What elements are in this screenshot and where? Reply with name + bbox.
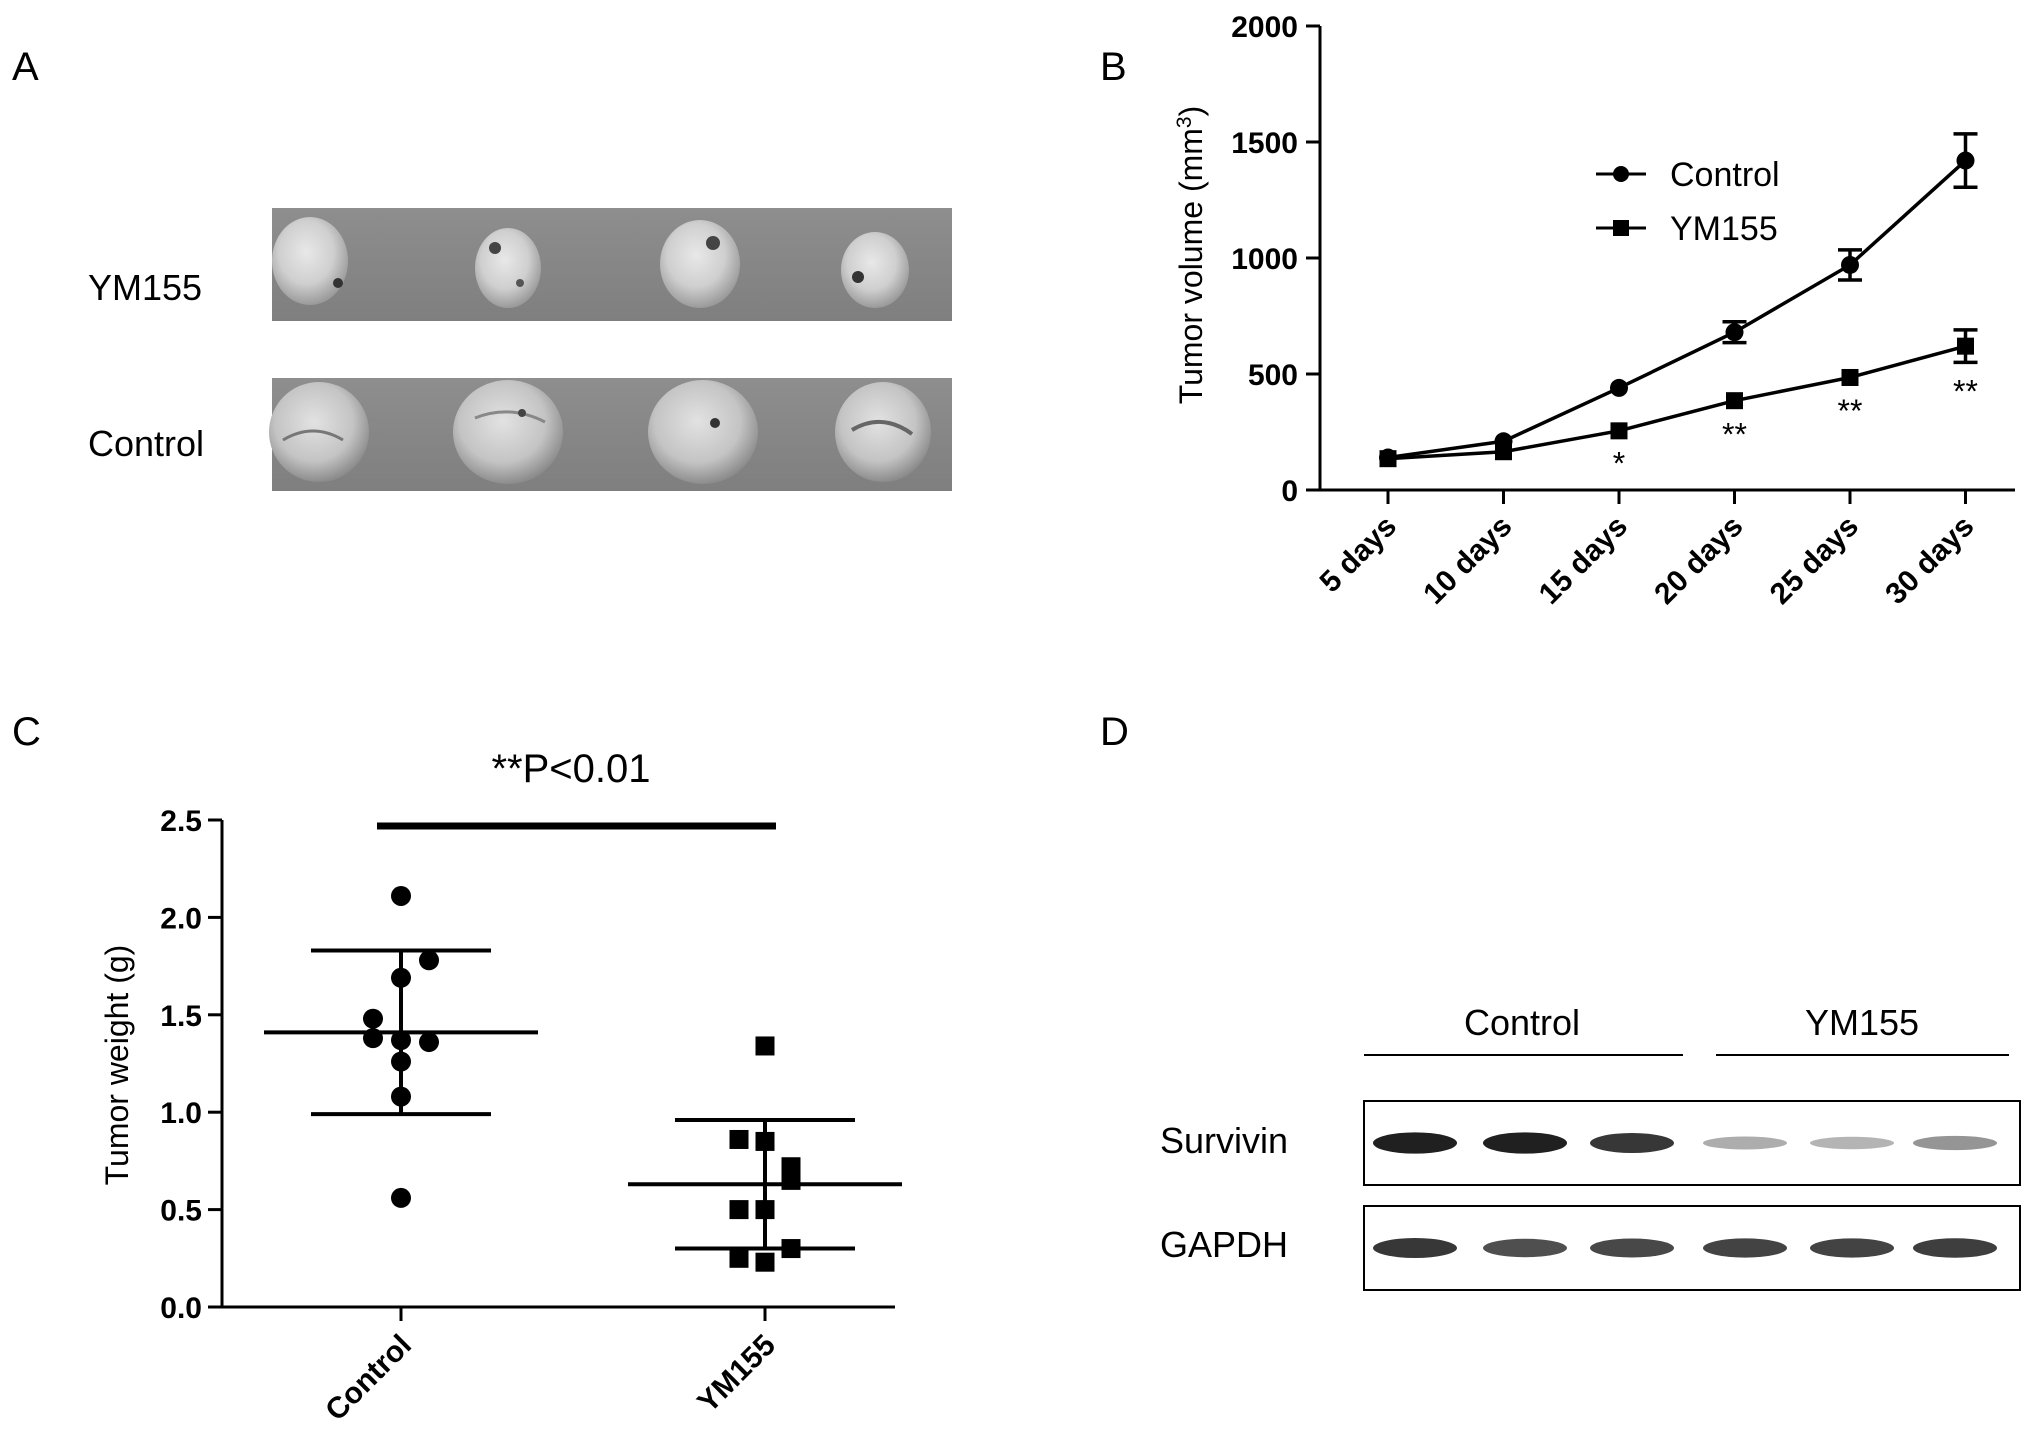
- blot-panel-survivin: [1363, 1100, 2021, 1186]
- blot-group-label-ym155: YM155: [1805, 1002, 1919, 1043]
- significance-mark: **: [1722, 416, 1747, 452]
- x-tick-label: 25 days: [1764, 510, 1865, 611]
- x-tick-label: 10 days: [1417, 510, 1518, 611]
- data-point-ym155: [729, 1200, 749, 1220]
- data-point-ym155: [1957, 337, 1974, 355]
- blot-row-label-survivin: Survivin: [1160, 1120, 1288, 1161]
- row-label-ym155: YM155: [88, 267, 202, 308]
- significance-mark: **: [1953, 373, 1978, 409]
- data-point-control: [419, 1032, 439, 1053]
- y-tick-label: 1.5: [160, 1000, 202, 1033]
- blot-band-gapdh: [1373, 1238, 1457, 1258]
- data-point-control: [391, 1187, 411, 1208]
- panel-d: Control YM155 Survivin GAPDH: [1160, 1002, 2021, 1291]
- y-tick-label: 1500: [1231, 127, 1298, 160]
- blot-panel-gapdh: [1363, 1205, 2021, 1291]
- data-point-control: [363, 1008, 383, 1029]
- data-point-ym155: [729, 1248, 749, 1268]
- tumor-image: [835, 382, 931, 482]
- significance-mark: **: [1838, 393, 1863, 429]
- tumor-image: [660, 220, 740, 308]
- x-tick-label: 5 days: [1314, 510, 1403, 599]
- blot-band-survivin: [1810, 1136, 1894, 1150]
- blot-band-gapdh: [1810, 1238, 1894, 1258]
- legend-marker-control: [1613, 166, 1629, 182]
- panel-b: 0 500 1000 1500 2000 5 days 10 days 15 days 20 …: [1173, 11, 2015, 611]
- data-point-control: [419, 950, 439, 971]
- tumor-image: [648, 380, 758, 484]
- blot-band-gapdh: [1590, 1238, 1674, 1258]
- x-tick-label: 20 days: [1648, 510, 1749, 611]
- y-tick-label: 2.5: [160, 805, 202, 838]
- series-line-ym155: [1387, 344, 1966, 461]
- photo-strip-ym155: [272, 208, 952, 321]
- blot-band-gapdh: [1913, 1238, 1997, 1258]
- legend-label-control: Control: [1670, 156, 1780, 194]
- y-tick-label: 0.0: [160, 1292, 202, 1325]
- y-tick-label: 1000: [1231, 243, 1298, 276]
- tumor-image: [272, 217, 348, 305]
- blot-band-survivin: [1913, 1135, 1997, 1151]
- y-tick-label: 0: [1281, 475, 1298, 508]
- row-label-control: Control: [88, 423, 204, 464]
- data-point-control: [1956, 151, 1975, 170]
- data-point-control: [391, 885, 411, 906]
- blot-band-gapdh: [1703, 1238, 1787, 1258]
- blot-band-survivin: [1373, 1132, 1457, 1154]
- data-point-control: [1610, 378, 1628, 397]
- data-point-ym155: [1841, 368, 1859, 386]
- y-axis-label: Tumor volume (mm3): [1173, 106, 1210, 405]
- panel-label-d: D: [1100, 710, 1129, 754]
- tumor-image: [475, 228, 541, 308]
- significance-annotation: **P<0.01: [491, 747, 650, 791]
- blot-group-label-control: Control: [1464, 1002, 1580, 1043]
- x-tick-label: 30 days: [1879, 510, 1980, 611]
- x-tick-label: Control: [319, 1329, 418, 1428]
- x-tick-label: YM155: [691, 1329, 782, 1420]
- data-point-ym155: [1726, 392, 1743, 410]
- legend-marker-ym155: [1613, 220, 1629, 236]
- y-tick-label: 0.5: [160, 1195, 202, 1228]
- data-point-control: [1725, 323, 1744, 342]
- legend-label-ym155: YM155: [1670, 210, 1778, 248]
- blot-band-survivin: [1483, 1132, 1567, 1154]
- blot-row-label-gapdh: GAPDH: [1160, 1224, 1288, 1265]
- data-point-ym155: [781, 1170, 801, 1190]
- significance-mark: *: [1613, 445, 1625, 481]
- series-line-control: [1387, 159, 1967, 460]
- data-point-ym155: [1610, 422, 1628, 440]
- data-point-ym155: [1379, 450, 1397, 468]
- data-point-control: [1841, 255, 1859, 274]
- tumor-image: [841, 232, 909, 308]
- y-tick-label: 2.0: [160, 902, 202, 935]
- legend: Control YM155: [1596, 156, 1780, 248]
- data-point-ym155: [755, 1036, 775, 1056]
- data-point-ym155: [729, 1129, 749, 1149]
- panel-label-a: A: [12, 45, 39, 89]
- x-tick-label: 15 days: [1533, 510, 1634, 611]
- data-point-ym155: [1495, 443, 1512, 461]
- panel-a: YM155 Control: [88, 208, 952, 491]
- panel-c: 0.0 0.5 1.0 1.5 2.0 2.5 Control YM155 Tumor we…: [99, 747, 902, 1427]
- panel-label-b: B: [1100, 45, 1127, 89]
- blot-band-survivin: [1703, 1136, 1787, 1150]
- y-tick-label: 500: [1248, 359, 1298, 392]
- y-axis-label: Tumor weight (g): [99, 945, 135, 1186]
- y-tick-label: 2000: [1231, 11, 1298, 44]
- blot-band-survivin: [1590, 1133, 1674, 1153]
- blot-band-gapdh: [1483, 1238, 1567, 1258]
- y-tick-label: 1.0: [160, 1097, 202, 1130]
- panel-label-c: C: [12, 710, 41, 754]
- data-point-ym155: [755, 1252, 775, 1272]
- tumor-image: [453, 380, 563, 484]
